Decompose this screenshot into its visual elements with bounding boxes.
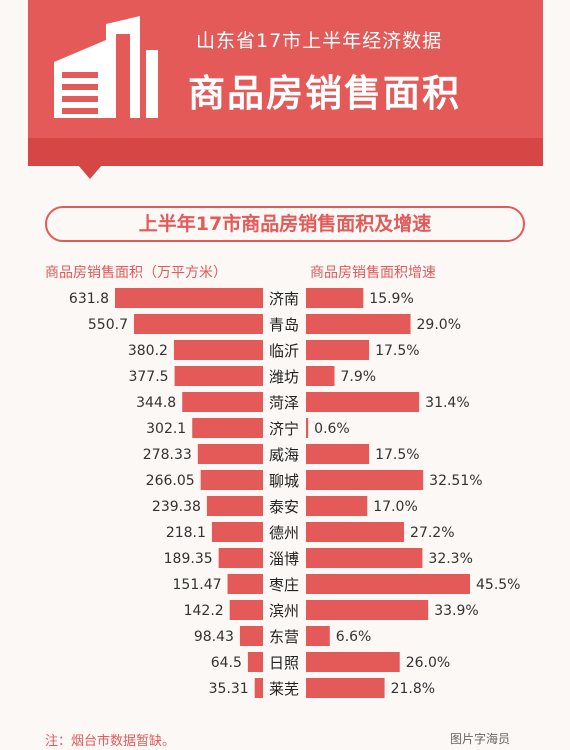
chart-subtitle: 上半年17市商品房销售面积及增速 — [45, 206, 525, 242]
city-label: 聊城 — [269, 472, 299, 490]
area-bar — [133, 314, 263, 334]
left-column-header: 商品房销售面积（万平方米） — [45, 265, 227, 281]
area-value-label: 239.38 — [152, 499, 201, 515]
building-icon — [54, 16, 158, 118]
growth-value-label: 0.6% — [314, 421, 350, 437]
area-bar — [206, 496, 263, 516]
city-label: 泰安 — [269, 498, 299, 516]
area-bar — [227, 574, 263, 594]
growth-bar — [306, 678, 385, 698]
area-value-label: 142.2 — [184, 603, 224, 619]
area-bar — [229, 600, 263, 620]
area-value-label: 266.05 — [146, 473, 195, 489]
growth-value-label: 45.5% — [476, 577, 520, 593]
city-label: 莱芜 — [269, 680, 299, 698]
city-label: 枣庄 — [269, 576, 299, 594]
area-value-label: 344.8 — [136, 395, 176, 411]
growth-value-label: 7.9% — [340, 369, 376, 385]
area-value-label: 64.5 — [211, 655, 242, 671]
area-value-label: 380.2 — [128, 343, 168, 359]
area-value-label: 302.1 — [146, 421, 186, 437]
area-bar — [115, 288, 263, 308]
area-value-label: 218.1 — [166, 525, 206, 541]
header-title: 商品房销售面积 — [188, 72, 461, 115]
header-banner: 山东省17市上半年经济数据 商品房销售面积 — [28, 0, 543, 140]
growth-bar — [306, 314, 411, 334]
growth-value-label: 29.0% — [417, 317, 461, 333]
growth-bar — [306, 652, 400, 672]
city-label: 济宁 — [269, 420, 299, 438]
growth-bar — [306, 522, 405, 542]
growth-bar — [306, 548, 423, 568]
header-notch — [78, 165, 102, 179]
growth-value-label: 17.5% — [375, 447, 419, 463]
city-label: 淄博 — [269, 550, 299, 568]
area-bar — [173, 340, 263, 360]
growth-value-label: 17.5% — [375, 343, 419, 359]
area-value-label: 278.33 — [143, 447, 192, 463]
footnote: 注：烟台市数据暂缺。 — [45, 734, 176, 749]
area-value-label: 631.8 — [69, 291, 109, 307]
growth-value-label: 32.51% — [429, 473, 482, 489]
growth-bar — [306, 418, 309, 438]
city-label: 菏泽 — [269, 394, 299, 412]
area-bar — [211, 522, 263, 542]
area-bar — [247, 652, 263, 672]
watermark: 图片字海员 — [450, 732, 511, 746]
growth-value-label: 27.2% — [410, 525, 454, 541]
growth-value-label: 32.3% — [428, 551, 472, 567]
city-label: 德州 — [269, 524, 299, 542]
area-value-label: 151.47 — [173, 577, 222, 593]
city-label: 济南 — [269, 290, 299, 308]
area-bar — [218, 548, 263, 568]
growth-bar — [306, 366, 335, 386]
growth-bar — [306, 470, 424, 490]
growth-value-label: 21.8% — [391, 681, 435, 697]
area-bar — [197, 444, 263, 464]
growth-bar — [306, 288, 364, 308]
right-column-header: 商品房销售面积增速 — [310, 265, 436, 281]
area-value-label: 98.43 — [194, 629, 234, 645]
growth-bar — [306, 340, 370, 360]
area-value-label: 550.7 — [88, 317, 128, 333]
area-value-label: 189.35 — [164, 551, 213, 567]
city-label: 威海 — [269, 446, 299, 464]
growth-bar — [306, 496, 368, 516]
city-label: 滨州 — [269, 602, 299, 620]
growth-bar — [306, 600, 429, 620]
city-label: 东营 — [269, 628, 299, 646]
area-bar — [239, 626, 263, 646]
area-bar — [182, 392, 263, 412]
growth-value-label: 31.4% — [425, 395, 469, 411]
growth-value-label: 17.0% — [373, 499, 417, 515]
city-label: 青岛 — [269, 316, 299, 334]
growth-bar — [306, 574, 470, 594]
growth-bar — [306, 444, 370, 464]
growth-bar — [306, 392, 420, 412]
growth-value-label: 33.9% — [434, 603, 478, 619]
growth-value-label: 26.0% — [406, 655, 450, 671]
growth-value-label: 6.6% — [336, 629, 372, 645]
header-supertitle: 山东省17市上半年经济数据 — [196, 30, 443, 52]
city-label: 日照 — [269, 654, 299, 672]
area-bar — [174, 366, 263, 386]
growth-bar — [306, 626, 330, 646]
city-label: 潍坊 — [269, 368, 299, 386]
growth-value-label: 15.9% — [369, 291, 413, 307]
area-value-label: 35.31 — [209, 681, 249, 697]
city-label: 临沂 — [269, 342, 299, 360]
area-bar — [200, 470, 263, 490]
area-value-label: 377.5 — [128, 369, 168, 385]
area-bar — [192, 418, 263, 438]
header-stripe — [28, 138, 543, 166]
area-bar — [254, 678, 263, 698]
